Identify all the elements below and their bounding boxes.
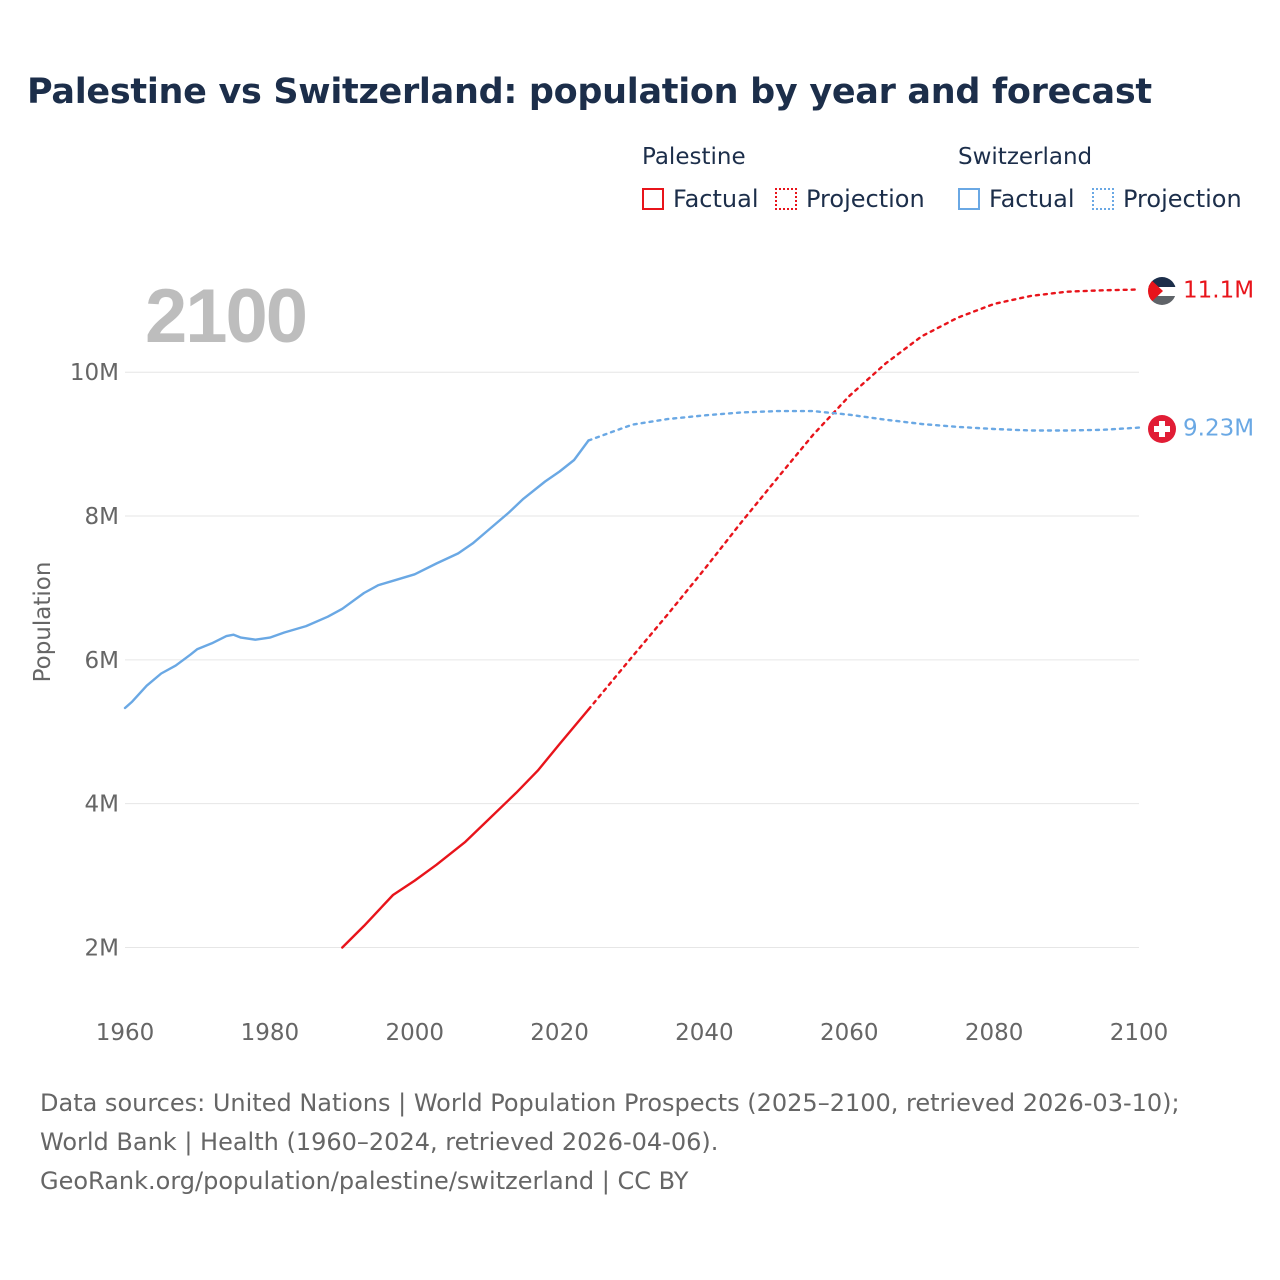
x-tick-label: 1960 (96, 1020, 155, 1046)
legend-label: Factual (673, 185, 759, 213)
solid-line-swatch-icon (958, 188, 980, 210)
x-tick-label: 2000 (385, 1020, 444, 1046)
x-tick-label: 2100 (1110, 1020, 1169, 1046)
legend-label: Projection (806, 185, 925, 213)
switzerland-projection-line (587, 409, 1141, 442)
y-tick-label: 8M (85, 504, 119, 530)
legend-group-palestine: Palestine (642, 144, 746, 170)
y-tick-label: 10M (70, 360, 119, 386)
dotted-line-swatch-icon (775, 188, 797, 210)
legend-label: Factual (989, 185, 1075, 213)
x-tick-label: 2060 (820, 1020, 879, 1046)
switzerland-end-value-label: 9.23M (1183, 416, 1254, 442)
palestine-projection-line (587, 288, 1141, 711)
y-axis-label: Population (30, 562, 56, 683)
data-sources: Data sources: United Nations | World Pop… (40, 1089, 1180, 1156)
x-tick-label: 1980 (241, 1020, 300, 1046)
legend-group-switzerland: Switzerland (958, 144, 1093, 170)
legend-switzerland-projection[interactable]: Projection (1092, 184, 1242, 214)
chart-title: Palestine vs Switzerland: population by … (27, 72, 1152, 112)
population-chart: 2100 2M 4M 6M 8M 10M 1960 1980 2000 2020 2040 2060… (30, 274, 1254, 1046)
solid-line-swatch-icon (642, 188, 664, 210)
x-tick-label: 2080 (965, 1020, 1024, 1046)
legend-palestine-factual[interactable]: Factual (642, 184, 759, 214)
y-tick-label: 4M (85, 792, 119, 818)
x-tick-label: 2020 (530, 1020, 589, 1046)
y-tick-label: 2M (85, 935, 119, 961)
y-tick-label: 6M (85, 648, 119, 674)
x-tick-label: 2040 (675, 1020, 734, 1046)
palestine-factual-line (341, 708, 590, 949)
dotted-line-swatch-icon (1092, 188, 1114, 210)
legend-switzerland-factual[interactable]: Factual (958, 184, 1075, 214)
switzerland-flag-icon (1148, 415, 1176, 443)
palestine-flag-icon (1148, 277, 1176, 305)
year-overlay: 2100 (145, 274, 306, 359)
legend-label: Projection (1123, 185, 1242, 213)
palestine-end-value-label: 11.1M (1183, 278, 1254, 304)
legend-palestine-projection[interactable]: Projection (775, 184, 925, 214)
switzerland-factual-line (123, 439, 590, 710)
credit-link[interactable]: GeoRank.org/population/palestine/switzer… (40, 1167, 689, 1195)
footer: Data sources: United Nations | World Pop… (40, 1084, 1240, 1201)
